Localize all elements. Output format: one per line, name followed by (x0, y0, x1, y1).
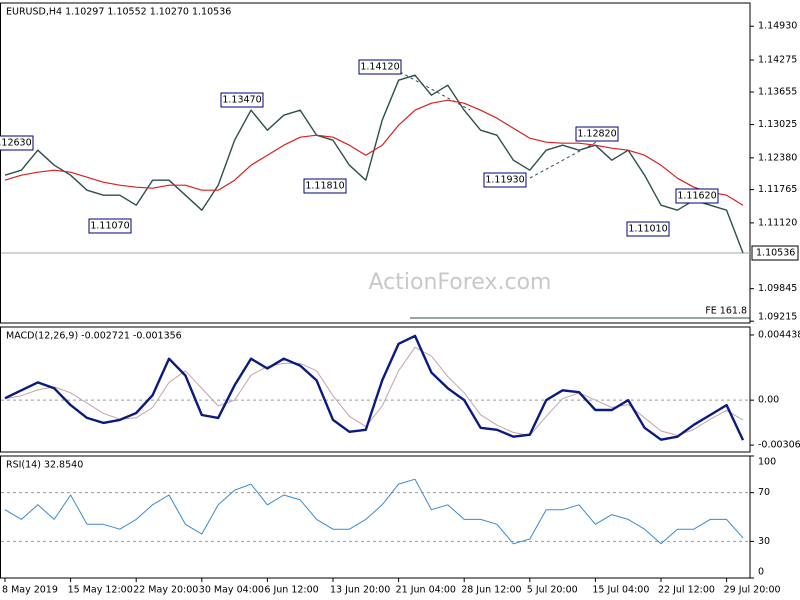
y-tick-label: 70 (758, 487, 770, 498)
annotation-box (220, 92, 264, 108)
panel-title: MACD(12,26,9) -0.002721 -0.001356 (6, 331, 182, 342)
annotation: 1.12630 (0, 138, 32, 149)
annotation-box (0, 135, 34, 151)
y-tick-label: 0 (758, 567, 764, 578)
x-tick-label: 22 Jul 12:00 (658, 585, 715, 596)
y-tick-label: 1.09845 (758, 283, 797, 294)
panel-frame (0, 326, 751, 453)
annotation: 1.14120 (360, 62, 399, 73)
x-tick-label: 22 May 20:00 (133, 585, 198, 596)
x-tick-label: 28 Jun 12:00 (461, 585, 521, 596)
y-tick-label: 1.14930 (758, 21, 797, 32)
annotation-box (675, 188, 719, 204)
x-tick-label: 29 Jul 20:00 (724, 585, 781, 596)
x-tick-label: 15 Jul 04:00 (592, 585, 649, 596)
annotation-box (575, 126, 619, 142)
annotation: 1.11070 (90, 221, 129, 232)
x-tick-label: 6 Jun 12:00 (264, 585, 318, 596)
watermark: ActionForex.com (369, 270, 552, 295)
panel-frame (0, 455, 751, 579)
fe-label: FE 161.8 (705, 306, 747, 317)
x-tick-label: 13 Jun 20:00 (330, 585, 390, 596)
panel-title: EURUSD,H4 1.10297 1.10552 1.10270 1.1053… (6, 7, 231, 18)
y-tick-label: 0.00 (758, 395, 779, 406)
annotation-box (483, 172, 527, 188)
annotation-box (626, 221, 670, 237)
last-price-box (751, 245, 799, 261)
x-tick-label: 30 May 04:00 (199, 585, 264, 596)
series-line (4, 99, 744, 206)
y-tick-label: 1.13025 (758, 119, 797, 130)
connector (399, 71, 471, 111)
annotation: 1.13470 (222, 95, 261, 106)
annotation: 1.11810 (305, 181, 344, 192)
series-line (4, 478, 744, 545)
annotation: 1.11620 (677, 191, 716, 202)
y-tick-label: 0.004438 (758, 329, 800, 340)
y-tick-label: 100 (758, 457, 776, 468)
annotation-box (303, 178, 347, 194)
y-tick-label: 30 (758, 536, 770, 547)
y-tick-label: 1.13655 (758, 87, 797, 98)
x-tick-label: 21 Jun 04:00 (396, 585, 456, 596)
last-price-label: 1.10536 (756, 248, 795, 259)
annotation-box (358, 59, 402, 75)
y-tick-label: 1.11765 (758, 184, 797, 195)
panel-frame (0, 2, 751, 324)
y-tick-label: 1.11120 (758, 217, 797, 228)
series-line (4, 334, 745, 441)
y-tick-label: 1.09215 (758, 312, 797, 323)
annotation: 1.12820 (577, 129, 616, 140)
y-tick-label: 1.14275 (758, 55, 797, 66)
x-tick-label: 8 May 2019 (2, 585, 58, 596)
y-tick-label: -0.003061 (758, 440, 800, 451)
x-tick-label: 15 May 12:00 (68, 585, 133, 596)
annotation: 1.11010 (628, 224, 667, 235)
x-tick-label: 5 Jul 20:00 (527, 585, 578, 596)
connector (529, 139, 601, 179)
y-tick-label: 1.12380 (758, 152, 797, 163)
annotation: 1.11930 (485, 175, 524, 186)
panel-title: RSI(14) 32.8540 (6, 460, 83, 471)
annotation-box (88, 218, 132, 234)
